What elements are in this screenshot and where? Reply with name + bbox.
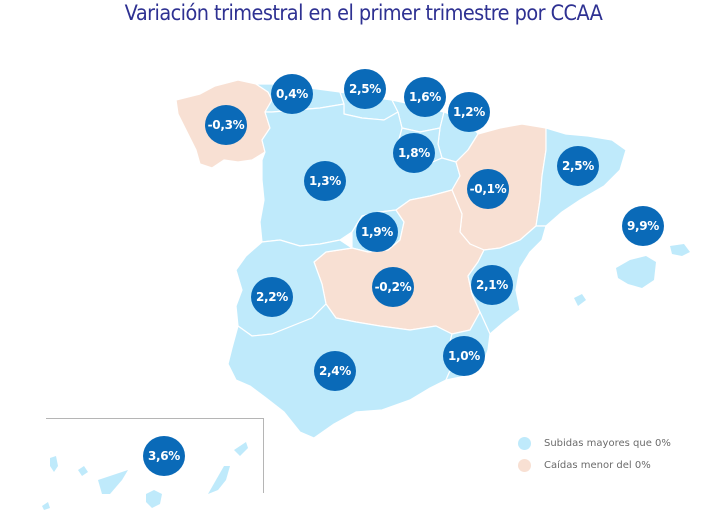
bubble-castilla-leon: 1,3% — [304, 161, 346, 201]
legend: Subidas mayores que 0% Caídas menor del … — [518, 432, 671, 476]
map-title: Variación trimestral en el primer trimes… — [124, 1, 603, 25]
legend-label-increase: Subidas mayores que 0% — [544, 437, 671, 449]
bubble-la-rioja: 1,8% — [393, 133, 435, 173]
legend-label-decrease: Caídas menor del 0% — [544, 459, 651, 471]
region-canarias[interactable] — [42, 442, 248, 510]
legend-item-increase: Subidas mayores que 0% — [518, 432, 671, 454]
legend-item-decrease: Caídas menor del 0% — [518, 454, 671, 476]
bubble-cataluna: 2,5% — [557, 146, 599, 186]
bubble-andalucia: 2,4% — [314, 351, 356, 391]
bubble-madrid: 1,9% — [356, 212, 398, 252]
legend-swatch-increase-icon — [518, 436, 531, 450]
bubble-galicia: -0,3% — [205, 105, 247, 145]
bubble-valencia: 2,1% — [471, 265, 513, 305]
bubble-aragon: -0,1% — [467, 169, 509, 209]
bubble-baleares: 9,9% — [622, 206, 664, 246]
bubble-asturias: 0,4% — [271, 74, 313, 114]
bubble-navarra: 1,2% — [448, 92, 490, 132]
region-baleares-mallorca[interactable] — [616, 256, 656, 288]
bubble-pais-vasco: 1,6% — [404, 77, 446, 117]
bubble-canarias: 3,6% — [143, 436, 185, 476]
bubble-extremadura: 2,2% — [251, 277, 293, 317]
bubble-cantabria: 2,5% — [344, 69, 386, 109]
region-baleares-menorca[interactable] — [670, 244, 690, 256]
legend-swatch-decrease-icon — [518, 458, 531, 472]
region-baleares-ibiza[interactable] — [574, 294, 586, 306]
canarias-inset-frame — [46, 418, 264, 493]
bubble-castilla-la-mancha: -0,2% — [372, 267, 414, 307]
bubble-murcia: 1,0% — [443, 336, 485, 376]
